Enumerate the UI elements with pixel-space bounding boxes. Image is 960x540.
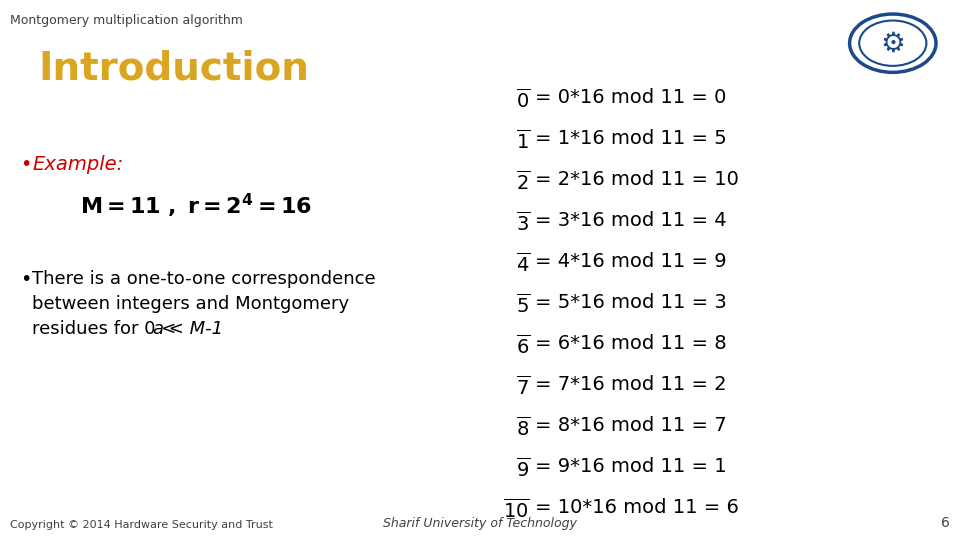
Text: $\overline{8}$: $\overline{8}$ xyxy=(516,416,530,440)
Text: = 5*16 mod 11 = 3: = 5*16 mod 11 = 3 xyxy=(535,293,727,312)
Text: 6: 6 xyxy=(941,516,950,530)
Text: = 3*16 mod 11 = 4: = 3*16 mod 11 = 4 xyxy=(535,211,727,230)
Text: $\overline{4}$: $\overline{4}$ xyxy=(516,252,530,275)
Text: = 6*16 mod 11 = 8: = 6*16 mod 11 = 8 xyxy=(535,334,727,353)
Text: ⚙: ⚙ xyxy=(880,29,905,57)
Text: = 0*16 mod 11 = 0: = 0*16 mod 11 = 0 xyxy=(535,88,727,107)
Text: Introduction: Introduction xyxy=(38,50,309,88)
Text: $\overline{3}$: $\overline{3}$ xyxy=(516,211,530,234)
Text: $\overline{2}$: $\overline{2}$ xyxy=(516,170,530,194)
Text: $\overline{6}$: $\overline{6}$ xyxy=(516,334,530,357)
Text: = 4*16 mod 11 = 9: = 4*16 mod 11 = 9 xyxy=(535,252,727,271)
Text: •: • xyxy=(20,155,32,174)
Text: = 2*16 mod 11 = 10: = 2*16 mod 11 = 10 xyxy=(535,170,739,189)
Text: $\overline{7}$: $\overline{7}$ xyxy=(516,375,530,399)
Text: There is a one-to-one correspondence: There is a one-to-one correspondence xyxy=(32,270,375,288)
Text: residues for 0 <: residues for 0 < xyxy=(32,320,182,338)
Text: = 9*16 mod 11 = 1: = 9*16 mod 11 = 1 xyxy=(535,457,727,476)
Text: •: • xyxy=(20,270,32,289)
Text: $\overline{0}$: $\overline{0}$ xyxy=(516,88,530,112)
Text: < M-1: < M-1 xyxy=(163,320,223,338)
Text: = 8*16 mod 11 = 7: = 8*16 mod 11 = 7 xyxy=(535,416,727,435)
Text: = 7*16 mod 11 = 2: = 7*16 mod 11 = 2 xyxy=(535,375,727,394)
Text: Sharif University of Technology: Sharif University of Technology xyxy=(383,517,577,530)
Text: $\overline{9}$: $\overline{9}$ xyxy=(516,457,530,481)
Text: $\overline{5}$: $\overline{5}$ xyxy=(516,293,530,316)
Text: between integers and Montgomery: between integers and Montgomery xyxy=(32,295,349,313)
Text: Example:: Example: xyxy=(32,155,123,174)
Text: $\mathbf{M = 11\ ,\ r = 2^4 = 16}$: $\mathbf{M = 11\ ,\ r = 2^4 = 16}$ xyxy=(80,192,312,220)
Text: Copyright © 2014 Hardware Security and Trust: Copyright © 2014 Hardware Security and T… xyxy=(10,520,273,530)
Text: $\overline{1}$: $\overline{1}$ xyxy=(516,129,530,153)
Text: Montgomery multiplication algorithm: Montgomery multiplication algorithm xyxy=(10,14,243,27)
Text: = 10*16 mod 11 = 6: = 10*16 mod 11 = 6 xyxy=(535,498,739,517)
Text: = 1*16 mod 11 = 5: = 1*16 mod 11 = 5 xyxy=(535,129,727,148)
Text: $\overline{10}$: $\overline{10}$ xyxy=(503,498,530,522)
Text: a: a xyxy=(152,320,163,338)
